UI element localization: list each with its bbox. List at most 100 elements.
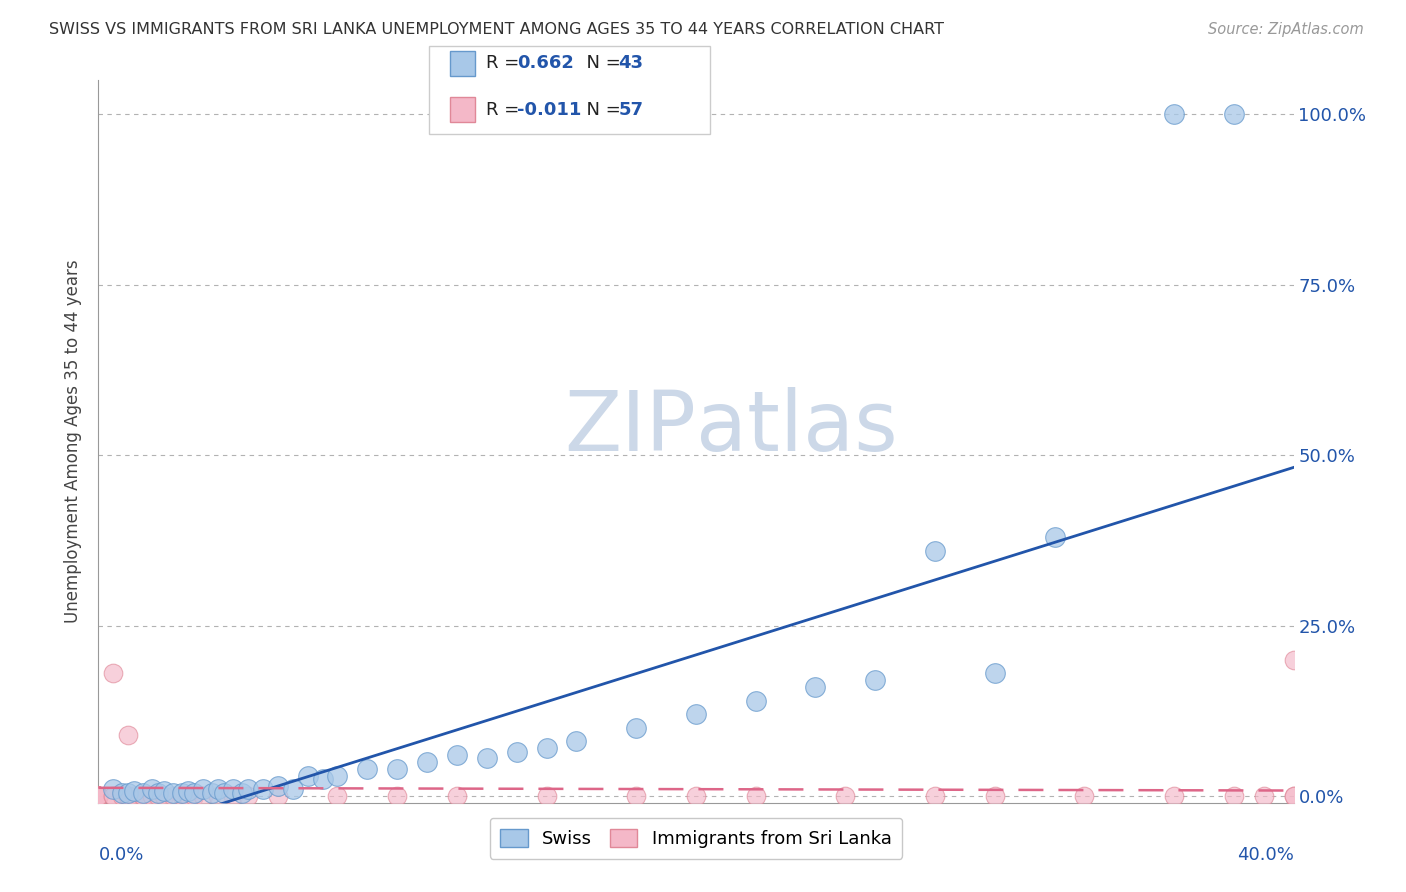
- Point: [103, 789, 125, 803]
- Point: [87, 789, 110, 803]
- Point: [231, 786, 253, 800]
- Text: 0.662: 0.662: [517, 54, 574, 72]
- Point: [141, 789, 163, 803]
- Point: [148, 789, 170, 803]
- Point: [446, 789, 468, 803]
- Point: [183, 786, 205, 800]
- Point: [117, 786, 139, 800]
- Point: [87, 789, 110, 803]
- Point: [87, 789, 110, 803]
- Point: [87, 789, 110, 803]
- Text: R =: R =: [486, 54, 526, 72]
- Text: 43: 43: [619, 54, 644, 72]
- Point: [124, 783, 146, 797]
- Point: [536, 789, 558, 803]
- Point: [132, 789, 155, 803]
- Point: [87, 789, 110, 803]
- Point: [117, 789, 139, 803]
- Point: [865, 673, 887, 687]
- Text: 57: 57: [619, 101, 644, 119]
- Point: [685, 789, 707, 803]
- Text: 0.0%: 0.0%: [98, 847, 143, 864]
- Point: [87, 789, 110, 803]
- Point: [924, 789, 946, 803]
- Point: [416, 755, 439, 769]
- Point: [281, 782, 304, 797]
- Point: [87, 789, 110, 803]
- Point: [506, 745, 529, 759]
- Point: [1282, 789, 1305, 803]
- Point: [87, 789, 110, 803]
- Point: [984, 666, 1007, 681]
- Point: [984, 789, 1007, 803]
- Text: SWISS VS IMMIGRANTS FROM SRI LANKA UNEMPLOYMENT AMONG AGES 35 TO 44 YEARS CORREL: SWISS VS IMMIGRANTS FROM SRI LANKA UNEMP…: [49, 22, 945, 37]
- Point: [162, 786, 184, 800]
- Point: [1163, 789, 1185, 803]
- Point: [103, 666, 125, 681]
- Point: [1043, 530, 1066, 544]
- Point: [177, 783, 200, 797]
- Point: [222, 789, 245, 803]
- Point: [87, 789, 110, 803]
- Point: [87, 789, 110, 803]
- Point: [141, 782, 163, 797]
- Point: [1163, 107, 1185, 121]
- Point: [87, 789, 110, 803]
- Point: [1282, 789, 1305, 803]
- Point: [385, 762, 409, 776]
- Point: [745, 789, 768, 803]
- Point: [87, 789, 110, 803]
- Point: [536, 741, 558, 756]
- Point: [153, 783, 176, 797]
- Point: [626, 721, 648, 735]
- Point: [1223, 789, 1246, 803]
- Text: ZIP: ZIP: [564, 386, 696, 467]
- Text: -0.011: -0.011: [517, 101, 582, 119]
- Text: 40.0%: 40.0%: [1237, 847, 1294, 864]
- Point: [153, 789, 176, 803]
- Point: [834, 789, 856, 803]
- Point: [87, 789, 110, 803]
- Point: [685, 707, 707, 722]
- Point: [212, 786, 235, 800]
- Point: [111, 789, 134, 803]
- Point: [103, 789, 125, 803]
- Point: [385, 789, 409, 803]
- Point: [117, 728, 139, 742]
- Point: [745, 693, 768, 707]
- Text: Source: ZipAtlas.com: Source: ZipAtlas.com: [1208, 22, 1364, 37]
- Point: [87, 789, 110, 803]
- Legend: Swiss, Immigrants from Sri Lanka: Swiss, Immigrants from Sri Lanka: [489, 818, 903, 859]
- Y-axis label: Unemployment Among Ages 35 to 44 years: Unemployment Among Ages 35 to 44 years: [65, 260, 83, 624]
- Point: [191, 789, 214, 803]
- Point: [1223, 107, 1246, 121]
- Point: [201, 786, 224, 800]
- Point: [1282, 653, 1305, 667]
- Point: [267, 779, 290, 793]
- Point: [87, 789, 110, 803]
- Point: [124, 789, 146, 803]
- Point: [207, 789, 229, 803]
- Point: [172, 789, 194, 803]
- Point: [475, 751, 498, 765]
- Point: [87, 789, 110, 803]
- Text: N =: N =: [575, 54, 627, 72]
- Point: [356, 762, 378, 776]
- Point: [132, 786, 155, 800]
- Point: [267, 789, 290, 803]
- Point: [162, 789, 184, 803]
- Point: [87, 789, 110, 803]
- Point: [148, 786, 170, 800]
- Point: [172, 786, 194, 800]
- Point: [1253, 789, 1275, 803]
- Point: [236, 782, 259, 797]
- Text: N =: N =: [575, 101, 627, 119]
- Point: [207, 782, 229, 797]
- Point: [87, 789, 110, 803]
- Point: [132, 789, 155, 803]
- Point: [183, 789, 205, 803]
- Point: [446, 748, 468, 763]
- Point: [103, 782, 125, 797]
- Point: [191, 782, 214, 797]
- Point: [326, 768, 349, 782]
